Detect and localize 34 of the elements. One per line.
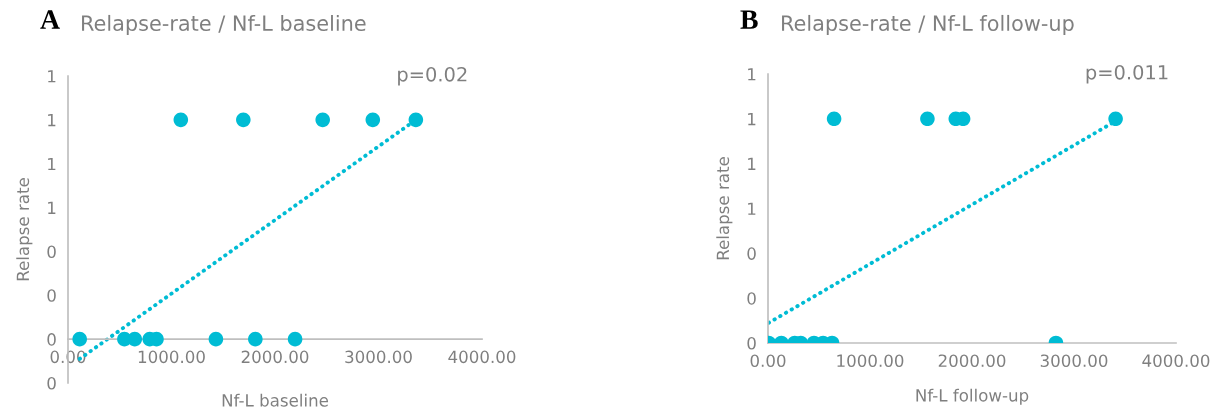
annotation: p=0.011 — [1086, 64, 1168, 84]
y-tick-label: 1 — [48, 201, 56, 214]
y-tick-label: 1 — [48, 157, 56, 171]
y-tick-label: 0 — [47, 333, 56, 346]
x-axis-title: Nf-L follow-up — [916, 388, 1029, 405]
y-tick-label: 0 — [47, 289, 56, 302]
x-tick-label: 2000.00 — [241, 350, 309, 364]
x-tick-label: 0.00 — [750, 354, 786, 368]
x-tick-label: 4000.00 — [448, 350, 516, 364]
text: B — [740, 10, 758, 29]
y-tick-label: 1 — [748, 68, 756, 81]
text: A — [40, 10, 60, 29]
y-tick-label: 1 — [48, 114, 56, 127]
y-tick-label: 1 — [748, 157, 756, 170]
x-tick-label: 1000.00 — [138, 350, 205, 364]
x-tick-label: 2000.00 — [938, 354, 1006, 368]
x-axis-title: Nf-L baseline — [222, 393, 329, 407]
y-tick-label: 1 — [748, 113, 756, 126]
y-tick-label: 1 — [748, 202, 756, 215]
annotation: p=0.02 — [398, 66, 467, 86]
y-tick-label: 0 — [747, 292, 756, 305]
chart-title: Relapse-rate / Nf-L follow-up — [782, 14, 1074, 36]
x-tick-label: 3000.00 — [1040, 354, 1108, 368]
y-axis-title: Relapse rate — [16, 178, 33, 281]
y-tick-label: 0 — [747, 247, 756, 260]
x-tick-label: 3000.00 — [345, 350, 412, 364]
y-tick-label: 0 — [47, 376, 56, 390]
y-axis-title: Relapse rate — [716, 157, 733, 260]
y-tick-label: 0 — [747, 336, 756, 350]
x-tick-label: 4000.00 — [1142, 354, 1210, 368]
y-tick-label: 1 — [48, 70, 56, 83]
chart-title: Relapse-rate / Nf-L baseline — [82, 14, 366, 36]
x-tick-label: 1000.00 — [837, 354, 904, 368]
y-tick-label: 0 — [47, 245, 56, 258]
